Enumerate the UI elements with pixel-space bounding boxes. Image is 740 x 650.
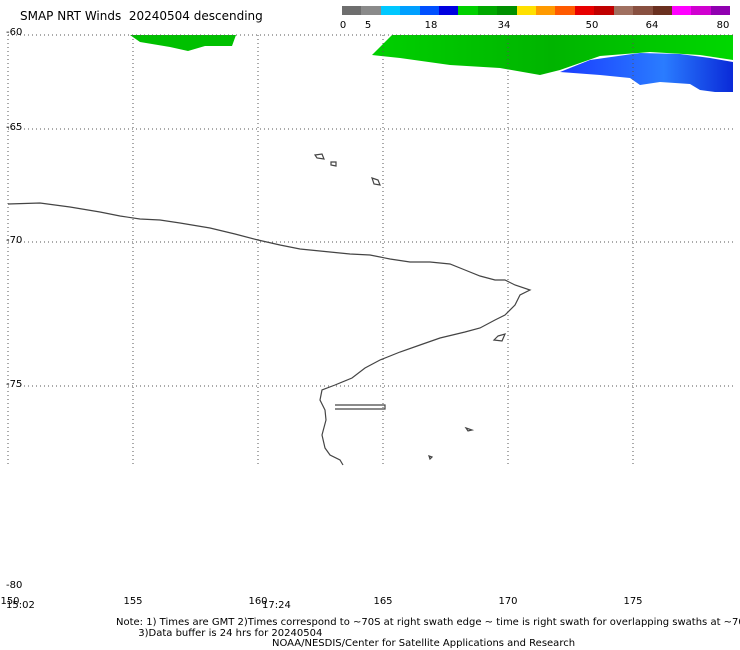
map-title: SMAP NRT Winds 20240504 descending [20,9,263,23]
credit-line: NOAA/NESDIS/Center for Satellite Applica… [272,638,576,649]
wind-swath-right-green [372,35,733,75]
colorbar-swatch [536,6,556,15]
colorbar-swatch [652,6,672,15]
colorbar-swatch [400,6,420,15]
lat-label-80s: -80 [6,580,23,591]
colorbar-label-50: 50 [585,20,599,31]
map-gridlines [7,34,733,465]
colorbar-swatch [342,6,362,15]
lat-label-60s: -60 [6,27,23,38]
lon-label-170: 170 [498,596,518,607]
lon-label-165: 165 [373,596,393,607]
colorbar-swatch [458,6,478,15]
colorbar-label-5: 5 [364,20,372,31]
colorbar-swatch [671,6,692,15]
lon-label-150: 150 [0,596,20,607]
colorbar-swatch [497,6,517,15]
colorbar-swatch [477,6,498,15]
colorbar-swatch [633,6,653,15]
swath-time-left: 15:02 [6,600,35,611]
wind-swath-left [130,35,236,51]
lon-label-175: 175 [623,596,643,607]
colorbar-swatch [691,6,711,15]
swath-time-right: 17:24 [262,600,291,611]
colorbar-swatch [710,6,731,15]
colorbar-swatch [439,6,459,15]
lat-label-65s: -65 [6,122,23,133]
colorbar-swatch [555,6,575,15]
lon-label-160: 160 [248,596,268,607]
colorbar-swatch [613,6,634,15]
colorbar-swatch [380,6,401,15]
colorbar-swatch [594,6,614,15]
colorbar-swatch [361,6,381,15]
lat-label-75s: -75 [6,379,23,390]
lat-label-70s: -70 [6,235,23,246]
colorbar-label-0: 0 [339,20,347,31]
wind-swath-right-blue [560,53,733,92]
lon-label-155: 155 [123,596,143,607]
colorbar-label-18: 18 [424,20,438,31]
colorbar-label-64: 64 [645,20,659,31]
footnote-line-2: 3)Data buffer is 24 hrs for 20240504 [116,628,323,639]
wind-speed-colorbar [342,6,731,15]
footnote: Note: 1) Times are GMT 2)Times correspon… [116,617,740,639]
colorbar-label-80: 80 [716,20,730,31]
colorbar-label-34: 34 [497,20,511,31]
footnote-line-1: Note: 1) Times are GMT 2)Times correspon… [116,617,740,628]
colorbar-swatch [516,6,537,15]
colorbar-swatch [419,6,440,15]
colorbar-swatch [574,6,595,15]
antarctic-coastline [7,153,532,466]
